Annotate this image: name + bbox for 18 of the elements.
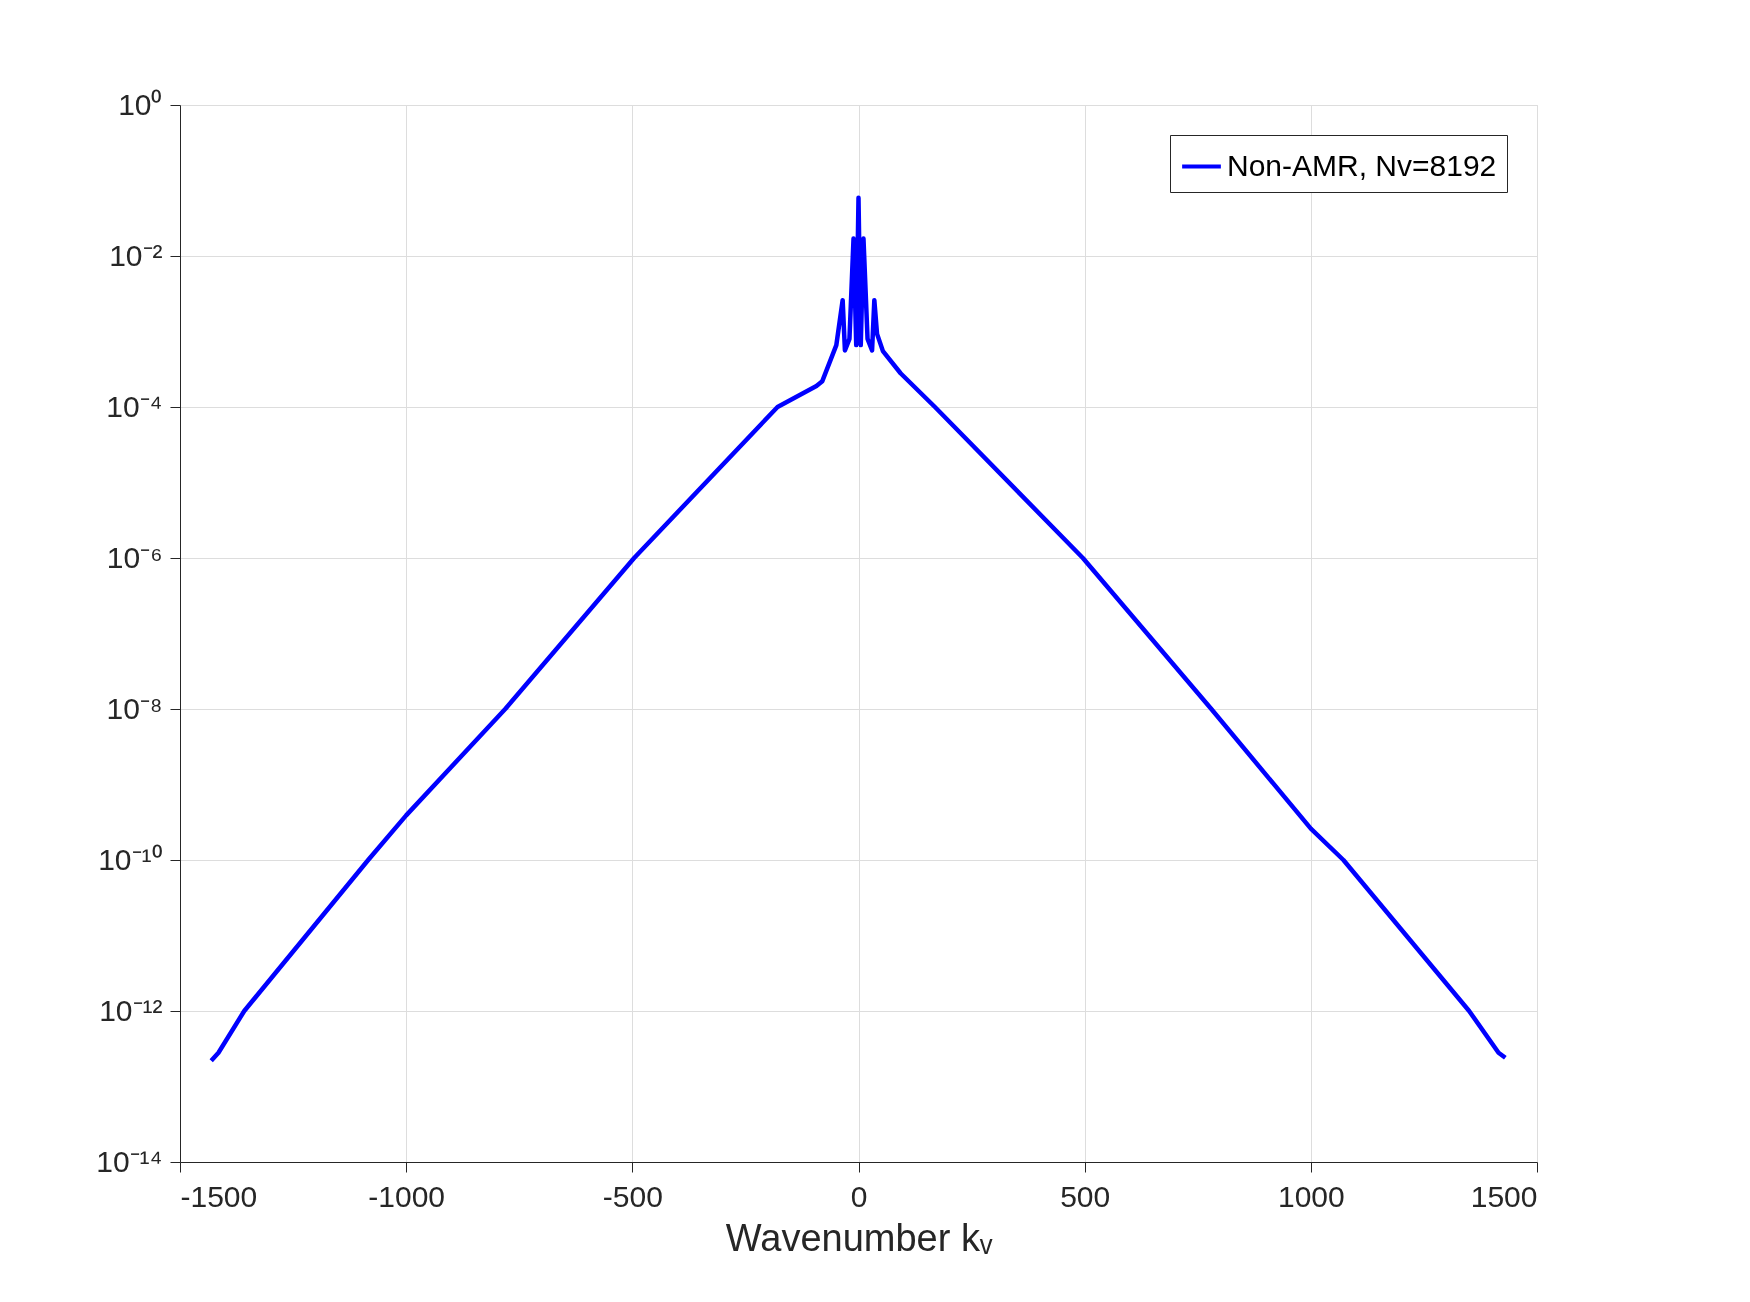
x-tick-label: -1500 [180, 1179, 258, 1213]
y-tick-label: 10⁻¹⁴ [96, 1144, 163, 1178]
x-tick-label: 1000 [1277, 1179, 1345, 1213]
line-series [208, 195, 1508, 1063]
x-tick-label: -1000 [368, 1179, 446, 1213]
y-tick-label: 10⁻⁶ [106, 540, 163, 574]
legend-label: Non-AMR, Nv=8192 [1227, 148, 1497, 182]
y-tick-label: 10⁻¹⁰ [98, 842, 163, 876]
x-axis-title: Wavenumber kᵥ [725, 1216, 993, 1259]
x-tick-label: 1500 [1470, 1179, 1538, 1213]
x-tick-label: 0 [850, 1179, 868, 1213]
y-tick-label: 10⁻² [109, 238, 163, 272]
x-tick-label: -500 [602, 1179, 663, 1213]
y-tick-label: 10⁰ [118, 87, 163, 121]
y-tick-label: 10⁻⁸ [106, 691, 163, 725]
y-tick-label: 10⁻⁴ [106, 389, 163, 423]
x-tick-label: 500 [1060, 1179, 1111, 1213]
y-tick-label: 10⁻¹² [99, 993, 163, 1027]
